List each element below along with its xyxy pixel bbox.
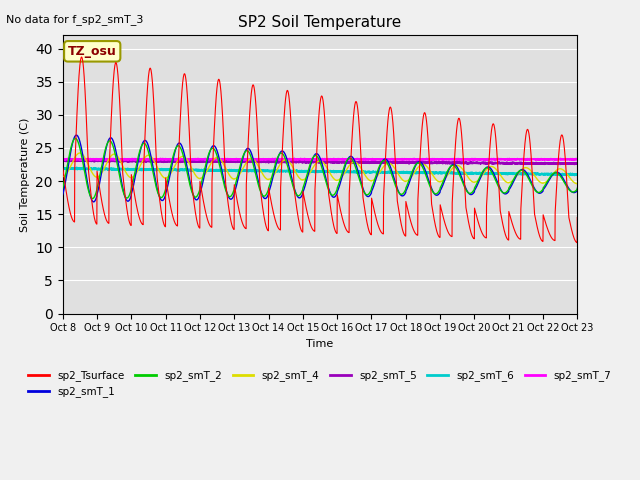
sp2_smT_5 [508, 161, 516, 167]
sp2_smT_4 [573, 180, 581, 186]
sp2_smT_7 [256, 156, 264, 162]
sp2_smT_5 [148, 158, 156, 164]
sp2_smT_5 [570, 161, 578, 167]
Y-axis label: Soil Temperature (C): Soil Temperature (C) [20, 117, 30, 232]
sp2_smT_7 [573, 156, 581, 162]
sp2_smT_7 [278, 156, 286, 162]
sp2_smT_2 [72, 135, 79, 141]
Line: sp2_smT_4: sp2_smT_4 [63, 153, 577, 184]
sp2_smT_2 [573, 185, 581, 191]
sp2_smT_1 [257, 187, 264, 192]
sp2_smT_6 [59, 165, 67, 171]
sp2_Tsurface [59, 165, 67, 171]
Title: SP2 Soil Temperature: SP2 Soil Temperature [238, 15, 402, 30]
sp2_Tsurface [573, 215, 581, 220]
sp2_smT_5 [60, 157, 67, 163]
Text: No data for f_sp2_smT_3: No data for f_sp2_smT_3 [6, 14, 144, 25]
sp2_smT_6 [571, 172, 579, 178]
sp2_smT_4 [76, 150, 84, 156]
sp2_smT_4 [59, 174, 67, 180]
sp2_smT_4 [508, 179, 516, 184]
Line: sp2_smT_5: sp2_smT_5 [63, 160, 577, 164]
sp2_smT_4 [148, 155, 156, 161]
sp2_smT_4 [573, 181, 581, 187]
sp2_smT_2 [279, 151, 287, 157]
sp2_smT_2 [508, 180, 516, 185]
sp2_smT_7 [305, 157, 312, 163]
Line: sp2_smT_2: sp2_smT_2 [63, 138, 577, 199]
sp2_smT_4 [118, 160, 125, 166]
sp2_smT_6 [148, 167, 156, 172]
sp2_Tsurface [77, 54, 85, 60]
Line: sp2_smT_6: sp2_smT_6 [63, 168, 577, 175]
sp2_Tsurface [118, 141, 125, 147]
sp2_smT_7 [118, 156, 125, 162]
sp2_smT_2 [118, 183, 125, 189]
sp2_smT_6 [573, 171, 581, 177]
sp2_smT_5 [257, 159, 264, 165]
sp2_smT_7 [564, 156, 572, 162]
sp2_smT_6 [257, 168, 264, 173]
sp2_Tsurface [278, 143, 286, 149]
sp2_smT_6 [508, 171, 516, 177]
Legend: sp2_Tsurface, sp2_smT_1, sp2_smT_2, sp2_smT_4, sp2_smT_5, sp2_smT_6, sp2_smT_7: sp2_Tsurface, sp2_smT_1, sp2_smT_2, sp2_… [24, 366, 616, 401]
sp2_smT_7 [59, 156, 67, 162]
sp2_Tsurface [508, 219, 516, 225]
sp2_smT_5 [573, 161, 581, 167]
sp2_smT_6 [278, 168, 286, 173]
sp2_smT_1 [573, 187, 581, 192]
sp2_smT_4 [278, 158, 286, 164]
sp2_Tsurface [563, 189, 571, 194]
sp2_smT_4 [257, 167, 264, 172]
sp2_smT_6 [79, 165, 87, 170]
Line: sp2_smT_7: sp2_smT_7 [63, 158, 577, 160]
sp2_smT_1 [118, 180, 125, 186]
sp2_smT_2 [89, 196, 97, 202]
sp2_smT_2 [59, 185, 67, 191]
X-axis label: Time: Time [307, 339, 333, 349]
sp2_smT_1 [508, 181, 516, 187]
sp2_smT_6 [118, 167, 125, 172]
sp2_smT_2 [148, 166, 156, 172]
sp2_smT_1 [148, 160, 156, 166]
sp2_smT_1 [59, 192, 67, 198]
sp2_smT_2 [257, 188, 264, 194]
sp2_smT_1 [72, 132, 80, 138]
sp2_smT_7 [148, 156, 156, 162]
sp2_Tsurface [573, 240, 581, 246]
Line: sp2_smT_1: sp2_smT_1 [63, 135, 577, 202]
sp2_smT_5 [118, 158, 125, 164]
sp2_smT_1 [564, 183, 572, 189]
sp2_smT_1 [279, 148, 287, 154]
sp2_smT_1 [90, 199, 97, 205]
sp2_smT_7 [508, 156, 516, 162]
sp2_smT_6 [563, 171, 571, 177]
sp2_smT_5 [563, 161, 571, 167]
sp2_smT_4 [563, 171, 571, 177]
sp2_smT_5 [278, 159, 286, 165]
Line: sp2_Tsurface: sp2_Tsurface [63, 57, 577, 243]
sp2_Tsurface [257, 186, 264, 192]
sp2_smT_5 [59, 157, 67, 163]
sp2_Tsurface [148, 76, 156, 82]
sp2_smT_7 [279, 156, 287, 161]
sp2_smT_2 [564, 185, 572, 191]
Text: TZ_osu: TZ_osu [68, 45, 116, 58]
